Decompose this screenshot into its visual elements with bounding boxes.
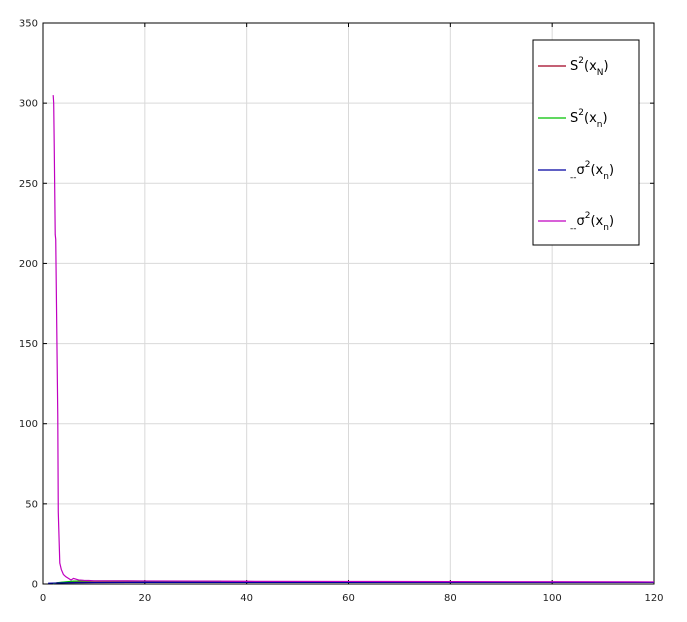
- y-tick-label-4: 200: [19, 259, 38, 270]
- x-tick-label-6: 120: [644, 593, 663, 604]
- series-layer: [48, 95, 655, 585]
- series-line-3: [52, 95, 655, 583]
- series-line-2: [48, 581, 654, 584]
- x-tick-label-1: 20: [138, 593, 151, 604]
- x-tick-label-0: 0: [40, 593, 46, 604]
- y-tick-label-2: 100: [19, 419, 38, 430]
- axes: 0 20 40 60 80 100 120 0 50 100 150 200 250 300 350: [19, 19, 664, 605]
- y-tick-label-7: 350: [19, 19, 38, 30]
- legend-label-2: --σ2(xn): [570, 160, 614, 183]
- legend-label-0: S2(xN): [570, 56, 609, 78]
- y-tick-label-3: 150: [19, 339, 38, 350]
- x-tick-label-5: 100: [543, 593, 562, 604]
- legend-box: [532, 39, 640, 246]
- y-tick-label-1: 50: [25, 499, 38, 510]
- legend-label-1: S2(xn): [570, 108, 608, 130]
- x-tick-label-2: 40: [240, 593, 253, 604]
- x-tick-label-4: 80: [444, 593, 457, 604]
- legend: S2(xN) S2(xn) --σ2(xn) --σ2(xn): [532, 39, 640, 246]
- y-tick-label-5: 250: [19, 179, 38, 190]
- y-tick-label-0: 0: [32, 580, 38, 591]
- x-tick-label-3: 60: [342, 593, 355, 604]
- legend-label-3: --σ2(xn): [570, 211, 614, 234]
- y-tick-label-6: 300: [19, 99, 38, 110]
